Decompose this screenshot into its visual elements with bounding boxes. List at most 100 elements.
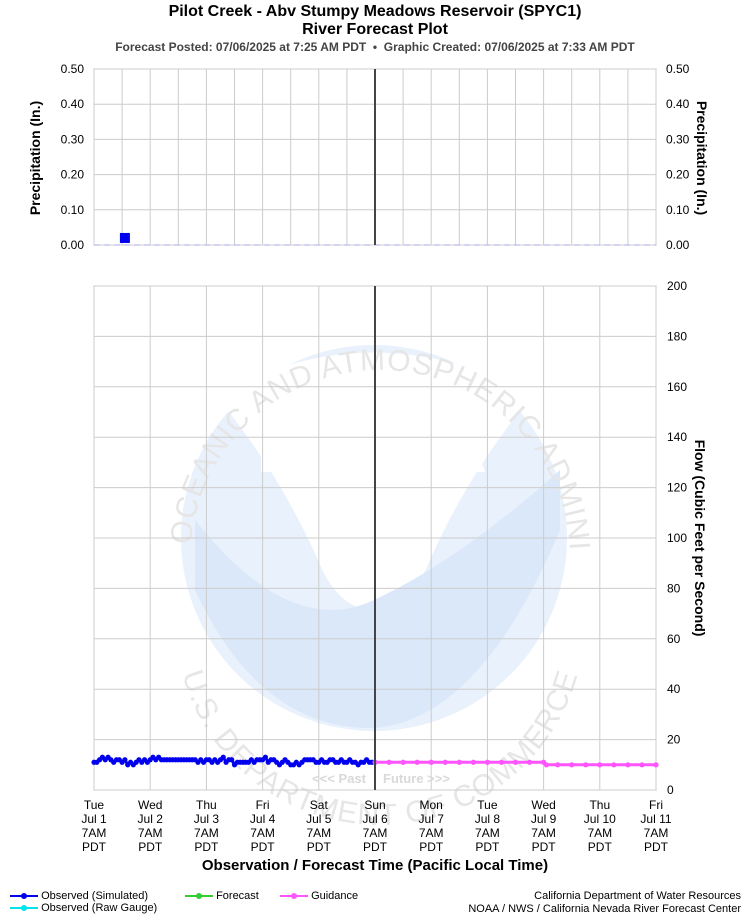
legend-observed-simulated-swatch <box>10 893 38 900</box>
x-tick-label: Sat <box>310 798 329 812</box>
noaa-logo-wave <box>195 470 560 729</box>
x-tick-label: 7AM <box>250 826 275 840</box>
flow-point-guidance <box>625 762 631 768</box>
chart-title: Pilot Creek - Abv Stumpy Meadows Reservo… <box>168 3 582 20</box>
precip-left-tick-label: 0.00 <box>61 238 85 252</box>
flow-point-guidance <box>543 762 550 768</box>
x-tick-label: Tue <box>477 798 498 812</box>
flow-series-guidance <box>375 760 656 767</box>
x-tick-label: 7AM <box>194 826 219 840</box>
precip-observed-point <box>119 232 130 243</box>
flow-point-guidance <box>555 762 561 768</box>
precip-right-axis-title: Precipitation (In.) <box>694 101 710 215</box>
precip-right-tick-label: 0.20 <box>666 168 690 182</box>
x-tick-label: PDT <box>644 840 669 854</box>
flow-point-guidance <box>569 762 575 768</box>
x-tick-label: 7AM <box>644 826 669 840</box>
flow-point-observed-simulated <box>229 757 235 763</box>
x-tick-label: Mon <box>420 798 443 812</box>
x-tick-label: Tue <box>84 798 105 812</box>
flow-right-axis-title: Flow (Cubic Feet per Second) <box>692 440 708 637</box>
x-tick-label: Jul 5 <box>306 812 332 826</box>
x-tick-label: PDT <box>419 840 444 854</box>
precip-right-tick-label: 0.40 <box>666 97 690 111</box>
x-tick-label: Fri <box>256 798 270 812</box>
flow-point-observed-simulated <box>122 757 128 763</box>
x-tick-label: Jul 6 <box>362 812 388 826</box>
future-marker: Future >>> <box>383 771 450 786</box>
noaa-watermark: NOAA NATIONAL OCEANIC AND ATMOSPHERIC AD… <box>0 0 595 832</box>
x-tick-label: 7AM <box>363 826 388 840</box>
legend-forecast-swatch <box>185 893 213 900</box>
flow-point-guidance <box>583 762 589 768</box>
x-tick-label: 7AM <box>138 826 163 840</box>
flow-right-tick-label: 60 <box>667 632 681 646</box>
precip-right-tick-label: 0.00 <box>666 238 690 252</box>
timestamps: Forecast Posted: 07/06/2025 at 7:25 AM P… <box>0 40 750 54</box>
x-tick-label: 7AM <box>475 826 500 840</box>
x-tick-label: PDT <box>307 840 332 854</box>
x-tick-label: Jul 7 <box>419 812 445 826</box>
flow-point-guidance <box>526 759 533 765</box>
legend-forecast-label: Forecast <box>216 890 259 902</box>
flow-point-observed-simulated <box>262 754 269 760</box>
x-tick-label: Jul 11 <box>640 812 671 826</box>
flow-point-guidance <box>400 759 406 765</box>
x-tick-label: Wed <box>138 798 162 812</box>
credits-line-1: California Department of Water Resources <box>534 890 741 902</box>
legend-observed-raw-swatch <box>10 905 38 912</box>
x-tick-label: PDT <box>251 840 276 854</box>
legend-observed-raw-label: Observed (Raw Gauge) <box>41 902 158 914</box>
flow-point-guidance <box>414 759 420 765</box>
chart-subtitle: River Forecast Plot <box>302 21 448 38</box>
flow-panel: 0 20 40 60 80 100 120 140 160 180 200 <box>91 279 687 797</box>
x-tick-label: PDT <box>588 840 613 854</box>
legend-guidance: Guidance <box>280 890 358 902</box>
precipitation-panel: 0.00 0.00 0.10 0.10 0.20 0.20 0.30 0.30 0.40 0.40… <box>61 62 690 252</box>
precip-left-tick-label: 0.50 <box>61 62 85 76</box>
x-tick-label: Jul 10 <box>584 812 616 826</box>
graphic-created: Graphic Created: 07/06/2025 at 7:33 AM P… <box>383 40 635 54</box>
x-tick-label: Jul 8 <box>475 812 501 826</box>
x-tick-label: Thu <box>589 798 610 812</box>
precip-right-tick-label: 0.10 <box>666 203 690 217</box>
credits: California Department of Water Resources… <box>468 890 741 916</box>
legend-guidance-swatch <box>280 893 308 900</box>
x-tick-label: Jul 4 <box>250 812 276 826</box>
credits-line-2: NOAA / NWS / California Nevada River For… <box>468 903 741 915</box>
flow-right-tick-label: 20 <box>667 733 681 747</box>
x-tick-label: PDT <box>475 840 500 854</box>
flow-right-tick-label: 180 <box>667 329 687 343</box>
x-tick-label: 7AM <box>82 826 107 840</box>
x-tick-label: 7AM <box>531 826 556 840</box>
x-axis-title: Observation / Forecast Time (Pacific Loc… <box>202 857 548 874</box>
precip-left-axis-title: Precipitation (In.) <box>27 101 43 215</box>
flow-point-guidance <box>386 759 392 765</box>
legend-guidance-label: Guidance <box>311 890 359 902</box>
x-tick-label: Jul 9 <box>531 812 557 826</box>
flow-right-tick-label: 40 <box>667 682 681 696</box>
x-tick-label: Jul 3 <box>194 812 220 826</box>
noaa-logo-text: NOAA <box>255 405 486 489</box>
x-tick-label: 7AM <box>587 826 612 840</box>
legend-observed-raw: Observed (Raw Gauge) <box>10 902 157 914</box>
separator-dot: • <box>372 40 378 54</box>
flow-point-guidance <box>639 762 645 768</box>
flow-point-guidance <box>456 759 462 765</box>
legend-forecast: Forecast <box>185 890 259 902</box>
precip-left-tick-label: 0.30 <box>61 132 85 146</box>
precip-right-tick-label: 0.30 <box>666 132 690 146</box>
flow-point-guidance <box>484 759 490 765</box>
flow-point-guidance <box>470 759 476 765</box>
flow-right-tick-label: 120 <box>667 481 687 495</box>
x-tick-label: PDT <box>194 840 219 854</box>
flow-point-guidance <box>428 759 434 765</box>
past-marker: <<< Past <box>312 771 367 786</box>
x-tick-label: 7AM <box>306 826 331 840</box>
precip-left-tick-label: 0.40 <box>61 97 85 111</box>
x-tick-label: Jul 2 <box>138 812 164 826</box>
flow-point-guidance <box>442 759 448 765</box>
x-tick-label: Sun <box>364 798 385 812</box>
